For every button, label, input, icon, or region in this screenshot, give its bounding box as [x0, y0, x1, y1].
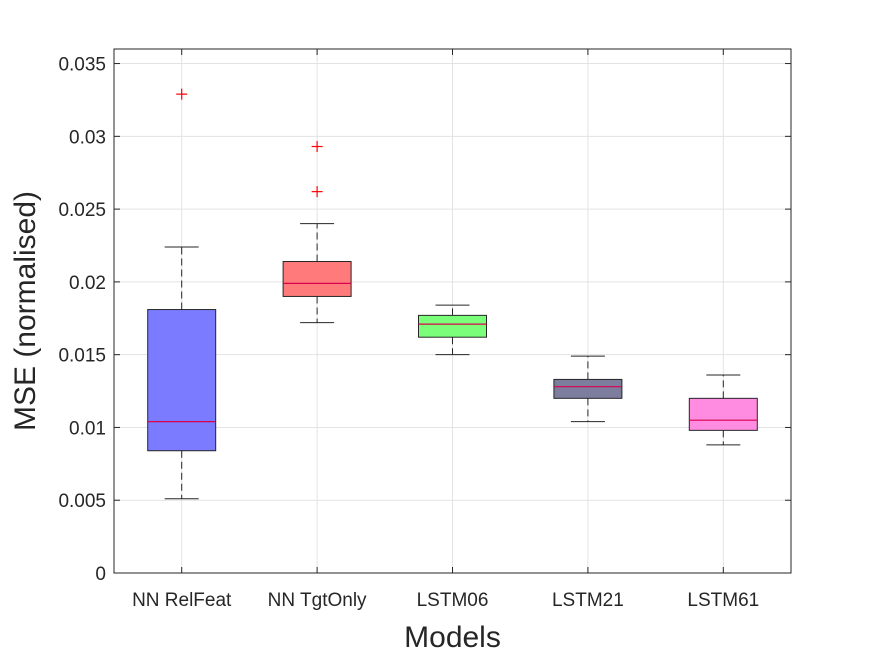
iqr-box [282, 261, 352, 297]
box-nn-relfeat [147, 88, 217, 500]
x-tick-label: NN TgtOnly [268, 590, 367, 611]
x-tick-label: LSTM21 [552, 590, 624, 611]
box-lstm06 [418, 304, 487, 356]
y-tick-label: 0.015 [58, 346, 106, 367]
iqr-box [553, 378, 623, 399]
outlier-marker [311, 186, 323, 198]
y-tick-label: 0.03 [69, 127, 106, 148]
y-tick-label: 0.005 [58, 491, 106, 512]
x-tick-label: LSTM61 [687, 590, 759, 611]
iqr-box [418, 314, 487, 338]
iqr-box [147, 309, 217, 452]
box-lstm21 [553, 355, 623, 423]
y-tick-label: 0.025 [58, 200, 106, 221]
outlier-marker [176, 88, 188, 100]
y-axis-title: MSE (normalised) [9, 191, 42, 431]
iqr-box [688, 397, 758, 431]
x-axis-title: Models [404, 621, 501, 654]
x-tick-label: LSTM06 [417, 590, 489, 611]
y-tick-label: 0 [95, 564, 106, 585]
box-nn-tgtonly [282, 141, 352, 324]
box-lstm61 [688, 374, 758, 446]
y-tick-label: 0.02 [69, 273, 106, 294]
y-tick-label: 0.035 [58, 55, 106, 76]
x-tick-label: NN RelFeat [132, 590, 232, 611]
tick-labels-group: 0 0.005 0.01 0.015 0.02 0.025 0.03 0.035 NN RelF… [58, 55, 759, 611]
y-tick-label: 0.01 [69, 418, 106, 439]
outlier-marker [311, 141, 323, 153]
ticks-group [114, 49, 791, 574]
boxes-group [147, 88, 758, 500]
